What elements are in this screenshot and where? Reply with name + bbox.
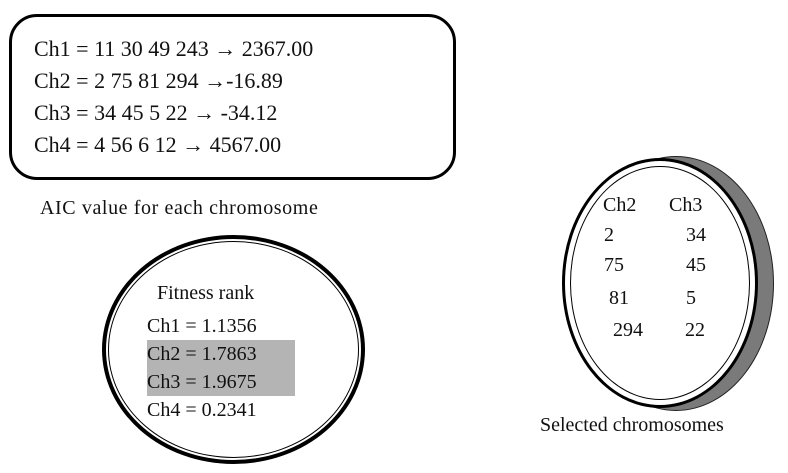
selected-header-ch2: Ch2 <box>603 194 637 216</box>
selected-ch3-value: 45 <box>686 254 706 276</box>
fitness-rank-title: Fitness rank <box>157 282 255 304</box>
selected-ch2-value: 2 <box>604 224 614 246</box>
selected-ellipse-inner-ring <box>570 166 750 400</box>
aic-line-ch3: Ch3 = 34 45 5 22 → -34.12 <box>34 100 278 125</box>
fitness-row-ch2: Ch2 = 1.7863 <box>147 340 295 368</box>
aic-line-ch2: Ch2 = 2 75 81 294 →-16.89 <box>34 68 283 93</box>
aic-values-list: Ch1 = 11 30 49 243 → 2367.00 Ch2 = 2 75 … <box>34 33 313 161</box>
aic-line-ch4: Ch4 = 4 56 6 12 → 4567.00 <box>34 132 282 157</box>
selected-ch3-value: 22 <box>685 319 705 341</box>
selected-ch2-value: 81 <box>609 287 629 309</box>
aic-line-ch1: Ch1 = 11 30 49 243 → 2367.00 <box>34 36 314 61</box>
fitness-rank-ellipse-inner-ring <box>108 241 359 458</box>
selected-header-ch3: Ch3 <box>669 194 703 216</box>
fitness-rank-ellipse <box>102 235 365 464</box>
aic-values-box <box>9 14 456 180</box>
selected-ch3-value: 34 <box>686 224 706 246</box>
selected-chromosomes-caption: Selected chromosomes <box>540 414 724 436</box>
fitness-row-ch1: Ch1 = 1.1356 <box>147 315 257 337</box>
fitness-row-ch4: Ch4 = 0.2341 <box>147 399 257 421</box>
selected-ch3-value: 5 <box>686 287 696 309</box>
selected-ch2-value: 294 <box>613 319 643 341</box>
selected-ch2-value: 75 <box>604 254 624 276</box>
aic-caption: AIC value for each chromosome <box>40 197 319 219</box>
fitness-row-ch3: Ch3 = 1.9675 <box>147 368 295 396</box>
